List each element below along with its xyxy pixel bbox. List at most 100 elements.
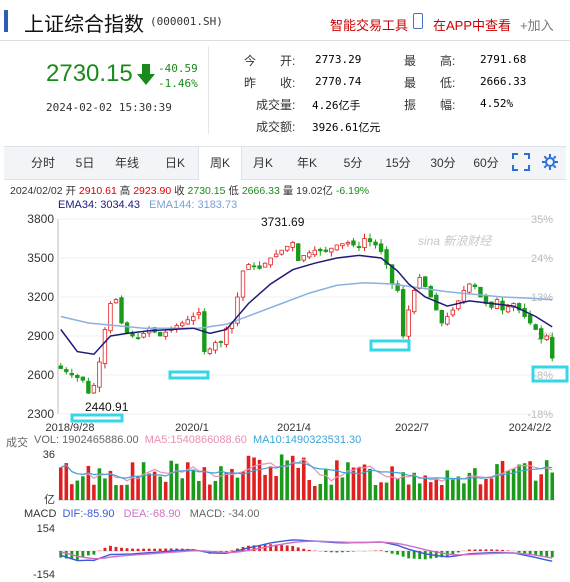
candle-body: [417, 277, 422, 289]
volume-bar: [208, 484, 212, 500]
volume-bar: [58, 467, 63, 500]
candle-body: [550, 336, 555, 359]
price-change: -40.59 -1.46%: [158, 62, 198, 90]
candle-body: [185, 319, 190, 325]
macd-legend: MACD DIF:-85.90 DEA:-68.90 MACD: -34.00: [24, 508, 260, 520]
tab-0[interactable]: 分时: [30, 156, 55, 170]
x-tick-label: 2018/9/28: [46, 422, 95, 434]
y-tick-label: 3200: [27, 290, 54, 304]
tab-6[interactable]: 年K: [296, 156, 317, 170]
stat-value-prevclose: 2770.74: [315, 75, 362, 88]
tab-3[interactable]: 日K: [164, 156, 185, 170]
volume-bar: [395, 478, 400, 500]
stat-value-high: 2791.68: [480, 53, 527, 66]
add-button[interactable]: +加入: [520, 18, 554, 33]
volume-bar: [357, 467, 361, 500]
stat-value-open: 2773.29: [315, 53, 362, 66]
candle-body: [75, 374, 80, 378]
volume-bar: [368, 468, 372, 500]
volume-bar: [346, 462, 350, 500]
volume-bar: [219, 466, 223, 500]
volume-bar: [108, 470, 113, 500]
candle-body: [135, 337, 141, 340]
candle-body: [69, 372, 75, 376]
highlight-box-0: [70, 413, 124, 423]
candle-body: [119, 297, 124, 324]
volume-bar: [451, 479, 455, 500]
candle-body: [505, 306, 511, 313]
candle-body: [367, 238, 373, 243]
volume-bar: [335, 460, 339, 500]
candle-body: [307, 252, 312, 258]
down-arrow-icon: [137, 64, 155, 85]
volume-bar: [517, 464, 521, 500]
tab-8[interactable]: 15分: [385, 156, 411, 170]
tab-5[interactable]: 月K: [252, 156, 273, 170]
candle-body: [538, 328, 544, 339]
volume-bar: [373, 485, 378, 500]
volume-legend: 成交 VOL: 1902465886.00 MA5:1540866088.60 …: [6, 434, 362, 449]
highlight-box-3: [531, 365, 569, 383]
current-price: 2730.15: [46, 60, 133, 87]
candle-body: [378, 243, 384, 252]
candle-body: [406, 309, 411, 337]
volume-bar: [544, 460, 549, 500]
fullscreen-icon[interactable]: [512, 153, 530, 171]
macd-axis-top: 154: [37, 523, 55, 535]
tab-9[interactable]: 30分: [430, 156, 456, 170]
stat-value-volume: 4.26亿手: [312, 99, 361, 112]
vol-axis-unit: 亿: [44, 493, 55, 506]
volume-bar: [180, 478, 185, 500]
candle-body: [384, 249, 389, 265]
logo-bar: [4, 10, 8, 32]
candle-body: [445, 316, 450, 325]
tab-2[interactable]: 年线: [114, 156, 139, 170]
stat-label-volume: 成交量:: [256, 98, 296, 112]
candle-body: [157, 331, 163, 337]
volume-bar: [478, 484, 483, 500]
volume-bar: [174, 463, 179, 500]
tab-7[interactable]: 5分: [343, 156, 363, 170]
candle-body: [334, 244, 340, 251]
x-tick-label: 2020/1: [175, 422, 209, 434]
candle-body: [329, 247, 334, 253]
volume-bar: [489, 478, 494, 500]
max-annotation: 3731.69: [261, 215, 305, 229]
volume-bar: [533, 480, 538, 500]
candle-body: [196, 312, 202, 316]
candle-body: [141, 332, 146, 338]
volume-bar: [257, 459, 262, 500]
candle-body: [318, 248, 323, 252]
volume-bar: [81, 476, 85, 500]
volume-bar: [301, 457, 306, 500]
tab-4[interactable]: 周K: [198, 147, 242, 180]
plus-icon: +: [520, 18, 528, 33]
volume-bar: [152, 471, 157, 500]
volume-bar: [473, 468, 477, 500]
volume-bar: [246, 455, 251, 500]
volume-bar: [351, 467, 356, 500]
highlight-box-1: [168, 370, 210, 380]
vol-ma5-line: [60, 458, 553, 482]
settings-icon[interactable]: [541, 153, 559, 171]
volume-bar: [384, 482, 389, 500]
volume-bar: [528, 461, 532, 500]
volume-bar: [136, 476, 140, 500]
watermark: sina 新浪财经: [418, 234, 493, 248]
candle-body: [461, 290, 467, 302]
candle-body: [323, 249, 329, 252]
stat-label-low: 最 低:: [404, 76, 456, 90]
tab-10[interactable]: 60分: [473, 156, 499, 170]
volume-bar: [64, 463, 69, 500]
volume-bar: [423, 475, 428, 500]
smart-trade-link[interactable]: 智能交易工具: [330, 18, 409, 33]
tab-1[interactable]: 5日: [75, 156, 95, 170]
candle-body: [478, 286, 483, 298]
candle-body: [80, 376, 86, 381]
candle-body: [58, 365, 63, 369]
volume-bar: [412, 472, 416, 500]
x-tick-label: 2022/7: [395, 422, 429, 434]
open-in-app-link[interactable]: 在APP中查看: [433, 18, 512, 33]
candle-body: [191, 316, 196, 322]
